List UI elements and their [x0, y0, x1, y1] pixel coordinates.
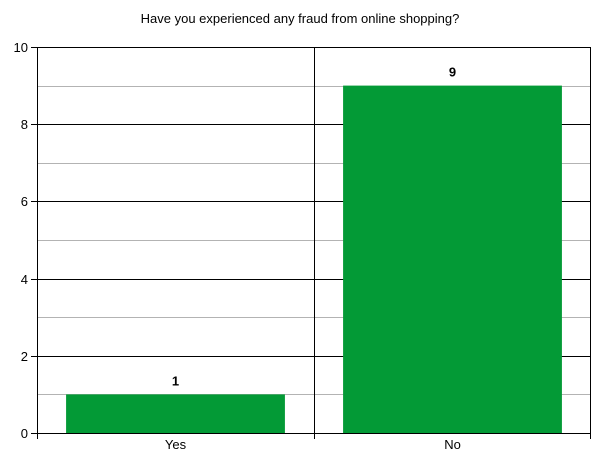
- bars: [66, 85, 562, 433]
- y-tick-label: 6: [21, 194, 28, 209]
- y-axis-ticks: 0 2 4 6 8 10: [14, 40, 37, 441]
- y-tick-label: 2: [21, 349, 28, 364]
- axes: [31, 47, 591, 439]
- y-tick-label: 0: [21, 426, 28, 441]
- data-label-no: 9: [449, 65, 456, 80]
- chart-title: Have you experienced any fraud from onli…: [141, 11, 460, 26]
- x-tick-label-yes: Yes: [165, 437, 187, 452]
- y-tick-label: 8: [21, 117, 28, 132]
- y-tick-label: 10: [14, 40, 28, 55]
- y-tick-label: 4: [21, 272, 28, 287]
- x-axis-labels: Yes No: [165, 437, 461, 452]
- x-tick-label-no: No: [444, 437, 461, 452]
- data-label-yes: 1: [172, 373, 179, 388]
- bar-no: [343, 85, 562, 433]
- bar-yes: [66, 394, 285, 433]
- data-labels: 19: [172, 65, 456, 389]
